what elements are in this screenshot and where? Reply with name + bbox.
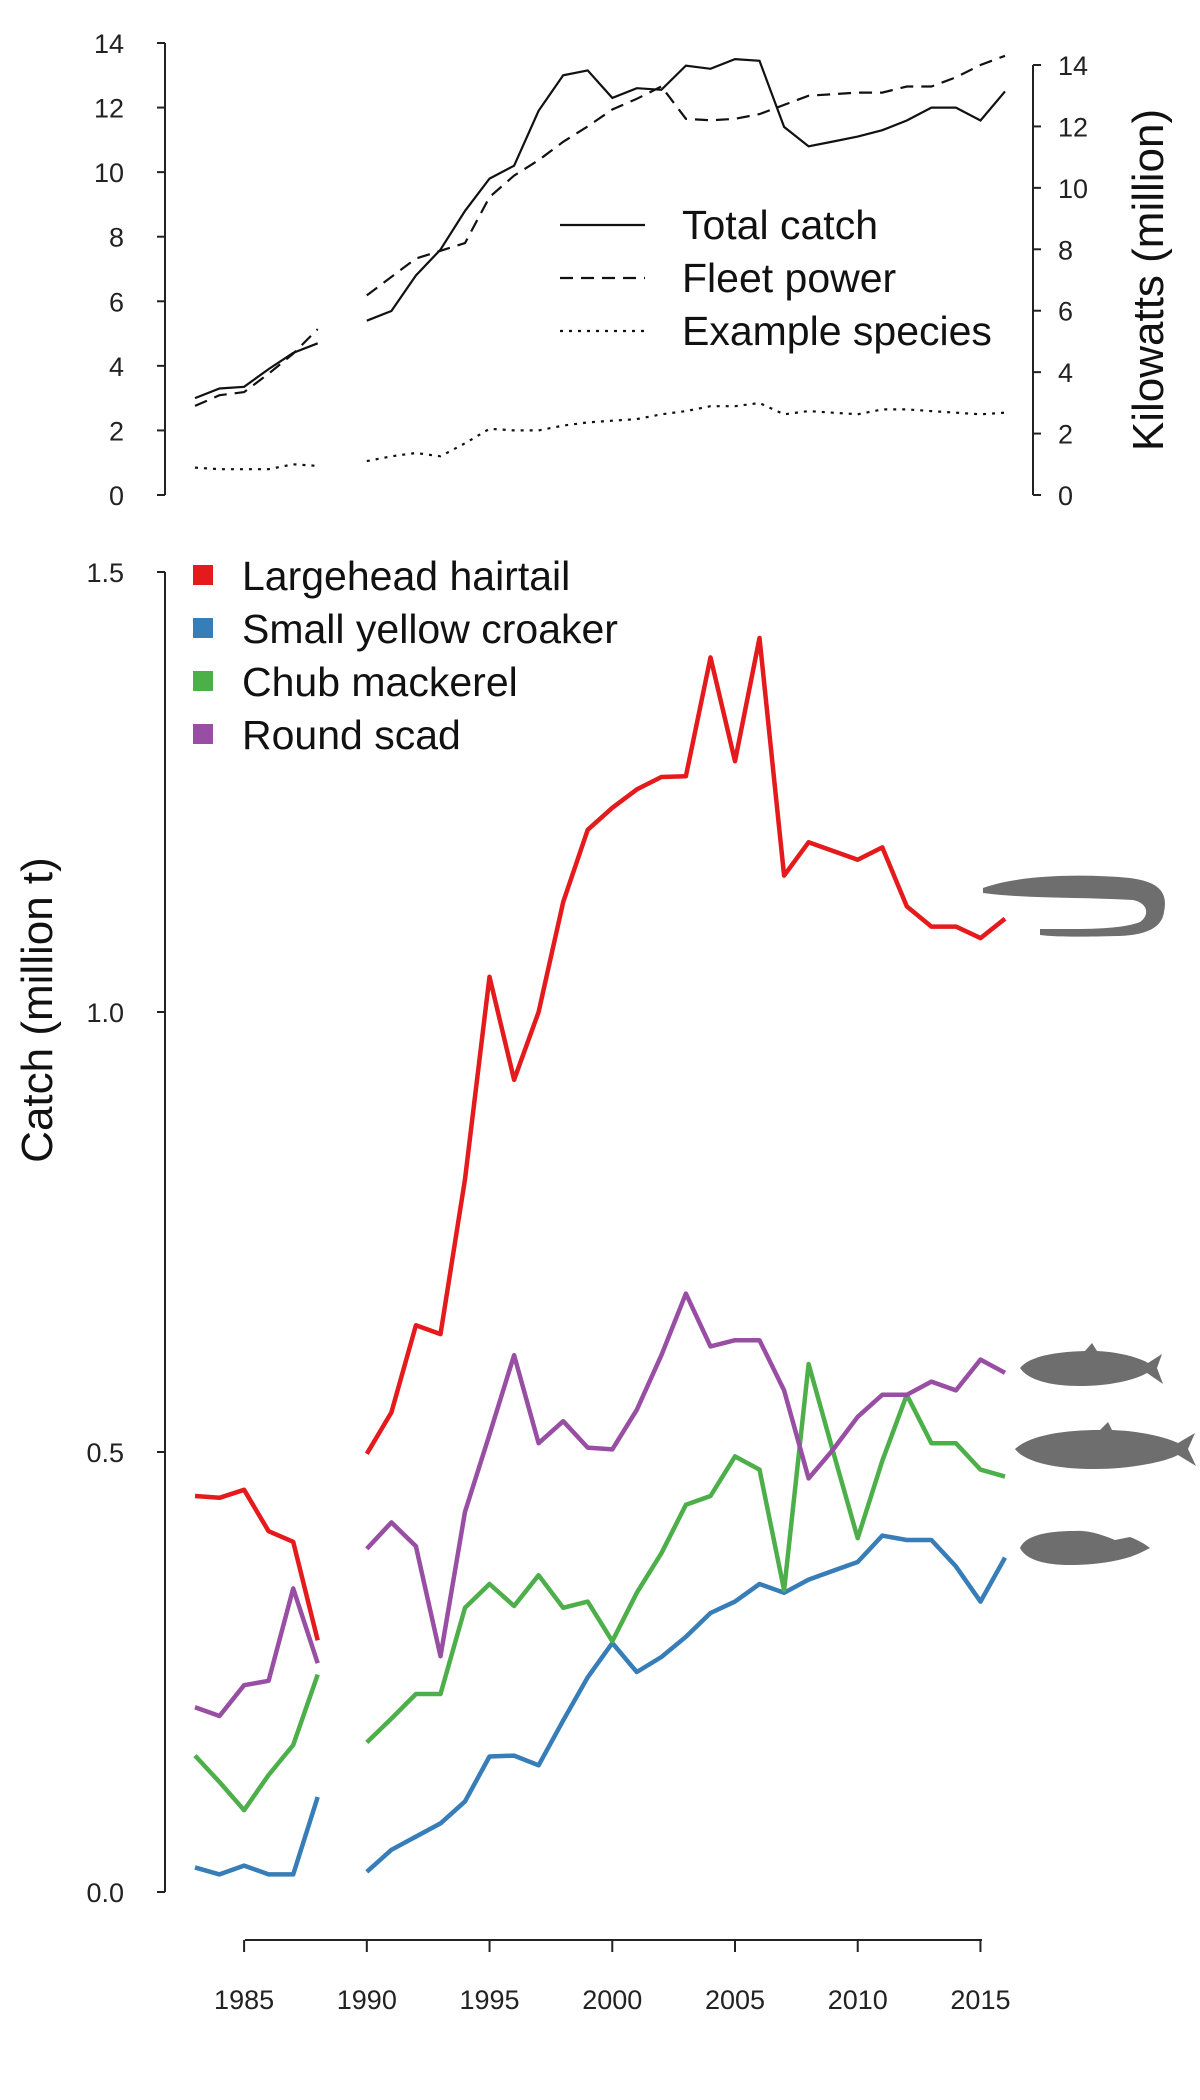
legend-label-chub-mackerel: Chub mackerel [242,659,518,705]
top-right-tick-label-12: 12 [1058,112,1088,142]
series-largehead-hairtail-line-0 [194,1487,320,1641]
top-series-fleet-power-line-1 [366,54,1006,297]
series-small-yellow-croaker-line-1 [365,1533,1007,1874]
legend-label-round-scad: Round scad [242,712,461,758]
series-largehead-hairtail-line-1 [364,635,1007,1455]
legend-swatch-small-yellow-croaker [193,618,213,638]
series-chub-mackerel-line-1 [365,1361,1006,1745]
legend-label-small-yellow-croaker: Small yellow croaker [242,606,618,652]
bottom-panel: 0.0 0.5 1.0 1.5 1985 1990 1995 2000 2005 2010 201… [13,553,1196,2015]
top-series-total-catch-line-0 [194,342,319,400]
top-right-tick-label-2: 2 [1058,420,1073,450]
x-tick-label-1990: 1990 [337,1985,397,2015]
top-right-tick-label-4: 4 [1058,358,1073,388]
x-tick-label-2000: 2000 [582,1985,642,2015]
series-round-scad-line-1 [365,1291,1007,1659]
top-right-tick-label-6: 6 [1058,297,1073,327]
x-tick-label-2005: 2005 [705,1985,765,2015]
series-chub-mackerel-line-0 [193,1673,320,1813]
bottom-y-axis-title: Catch (million t) [13,857,62,1163]
top-legend: Total catch Fleet power Example species [560,202,992,354]
bottom-y-tick-label-0-0: 0.0 [86,1878,124,1908]
top-left-tick-label-2: 2 [109,416,124,446]
bottom-y-tick-label-0-5: 0.5 [86,1438,124,1468]
top-left-tick-label-4: 4 [109,352,124,382]
x-tick-label-1985: 1985 [214,1985,274,2015]
top-left-tick-label-6: 6 [109,287,124,317]
legend-swatch-chub-mackerel [193,671,213,691]
top-left-tick-label-10: 10 [94,158,124,188]
bottom-y-tick-label-1-5: 1.5 [86,558,124,588]
top-panel: 0 2 4 6 8 10 12 14 0 2 4 6 8 10 12 14 Kilowatts (milli… [94,29,1173,511]
top-legend-label-total-catch: Total catch [682,202,878,248]
series-small-yellow-croaker-line-0 [194,1796,320,1877]
series-round-scad-line-0 [194,1586,320,1719]
top-right-tick-label-10: 10 [1058,174,1088,204]
x-tick-label-1995: 1995 [460,1985,520,2015]
top-series-example-species-line-1 [366,401,1006,463]
top-left-axis [157,42,166,496]
top-series-fleet-power-line-0 [194,328,319,407]
small-yellow-croaker-silhouette-icon [1020,1530,1150,1565]
x-tick-label-2015: 2015 [950,1985,1010,2015]
top-right-tick-label-0: 0 [1058,481,1073,511]
top-right-axis-title: Kilowatts (million) [1124,109,1173,451]
legend-swatch-round-scad [193,724,213,744]
chub-mackerel-silhouette-icon [1015,1422,1196,1469]
top-right-axis [1032,64,1041,496]
x-tick-label-2010: 2010 [828,1985,888,2015]
hairtail-silhouette-icon [983,875,1165,937]
top-right-tick-label-8: 8 [1058,235,1073,265]
top-series-total-catch-line-1 [366,57,1006,322]
top-left-tick-label-8: 8 [109,223,124,253]
top-legend-label-example-species: Example species [682,308,992,354]
top-left-tick-label-0: 0 [109,481,124,511]
round-scad-silhouette-icon [1020,1343,1163,1386]
top-series-example-species-line-0 [194,463,318,471]
bottom-legend: Largehead hairtail Small yellow croaker … [193,553,618,758]
top-left-tick-label-14: 14 [94,29,124,59]
top-right-tick-label-14: 14 [1058,51,1088,81]
legend-label-largehead-hairtail: Largehead hairtail [242,553,570,599]
top-legend-label-fleet-power: Fleet power [682,255,896,301]
top-left-tick-label-12: 12 [94,94,124,124]
bottom-y-tick-label-1-0: 1.0 [86,998,124,1028]
legend-swatch-largehead-hairtail [193,565,213,585]
